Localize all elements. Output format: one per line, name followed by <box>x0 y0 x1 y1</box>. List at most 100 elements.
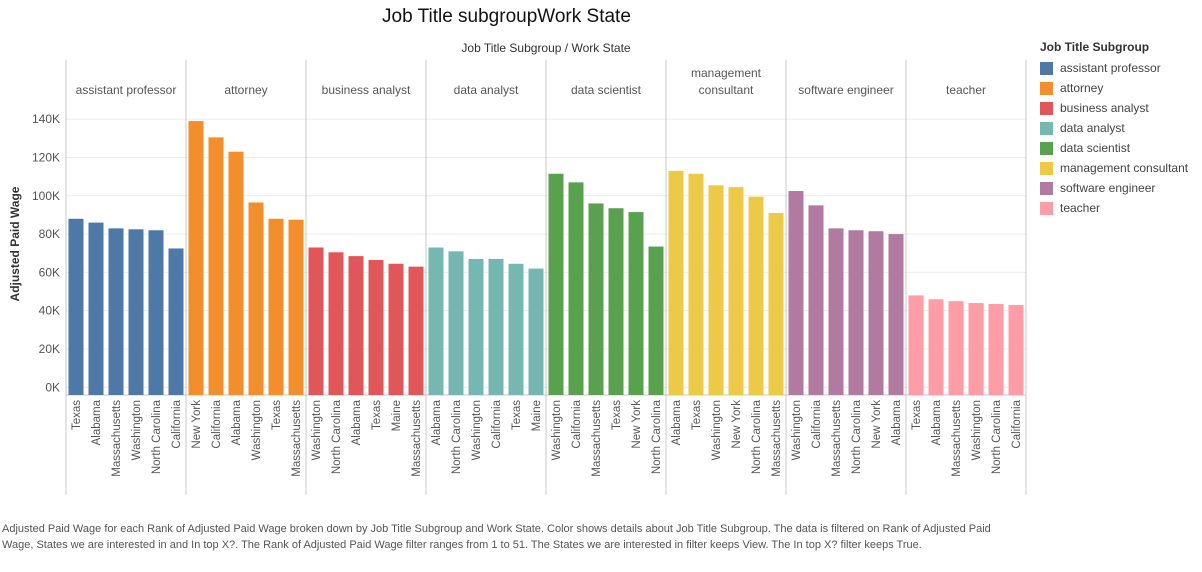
bar[interactable] <box>888 234 904 395</box>
bar[interactable] <box>748 196 764 395</box>
legend-label: business analyst <box>1060 101 1149 115</box>
bar[interactable] <box>928 299 944 395</box>
legend-item[interactable]: attorney <box>1040 78 1202 98</box>
y-tick-label: 60K <box>39 265 60 279</box>
bar[interactable] <box>688 173 704 395</box>
bar[interactable] <box>628 212 644 395</box>
bar[interactable] <box>1008 304 1024 395</box>
bar[interactable] <box>868 231 884 395</box>
bar[interactable] <box>768 213 784 395</box>
bar[interactable] <box>88 222 104 395</box>
bar[interactable] <box>428 247 444 396</box>
legend-swatch <box>1040 141 1053 155</box>
bar[interactable] <box>728 187 744 395</box>
bar[interactable] <box>368 259 384 395</box>
x-tick-label: North Carolina <box>751 399 763 474</box>
bar[interactable] <box>288 219 304 395</box>
chart-caption: Adjusted Paid Wage for each Rank of Adju… <box>2 523 991 551</box>
legend-item[interactable]: data analyst <box>1040 118 1202 138</box>
y-tick-label: 40K <box>39 304 60 318</box>
bar[interactable] <box>788 190 804 395</box>
bar[interactable] <box>608 208 624 395</box>
legend-swatch <box>1040 201 1053 215</box>
panel-header: management consultant <box>691 66 762 97</box>
bar[interactable] <box>208 137 224 396</box>
legend-swatch <box>1040 181 1053 195</box>
legend-swatch <box>1040 101 1053 115</box>
panel-header: assistant professor <box>76 83 177 97</box>
legend-label: data scientist <box>1060 141 1131 155</box>
x-tick-label: North Carolina <box>151 399 163 474</box>
x-tick-label: Texas <box>371 400 383 430</box>
bar[interactable] <box>448 251 464 395</box>
panel-data-analyst: data analyst Alabama North Carolina Washing… <box>425 60 544 495</box>
legend-item[interactable]: software engineer <box>1040 178 1202 198</box>
x-tick-label: Massachusetts <box>411 400 423 477</box>
x-tick-label: Alabama <box>671 399 683 445</box>
bar[interactable] <box>488 258 504 395</box>
legend-item[interactable]: management consultant <box>1040 158 1202 178</box>
legend-title: Job Title Subgroup <box>1040 40 1150 54</box>
legend-item[interactable]: teacher <box>1040 198 1202 218</box>
bar[interactable] <box>68 218 84 395</box>
bar[interactable] <box>568 182 584 395</box>
x-tick-label: Washington <box>251 400 263 460</box>
panel-header: software engineer <box>798 83 893 97</box>
bar[interactable] <box>468 258 484 395</box>
bar[interactable] <box>988 304 1004 395</box>
bar[interactable] <box>548 173 564 395</box>
legend-swatch <box>1040 161 1053 175</box>
legend-item[interactable]: data scientist <box>1040 138 1202 158</box>
bar[interactable] <box>708 185 724 395</box>
x-tick-label: Washington <box>471 400 483 460</box>
bar[interactable] <box>968 303 984 395</box>
bar[interactable] <box>848 230 864 395</box>
x-tick-label: Massachusetts <box>591 400 603 477</box>
bar[interactable] <box>648 246 664 395</box>
bar[interactable] <box>308 247 324 396</box>
x-tick-label: Washington <box>551 400 563 460</box>
x-tick-label: Texas <box>691 400 703 430</box>
legend-swatch <box>1040 61 1053 75</box>
bar[interactable] <box>228 151 244 395</box>
y-tick-label: 20K <box>39 342 60 356</box>
bar[interactable] <box>948 301 964 395</box>
bar[interactable] <box>348 256 364 395</box>
x-tick-label: Massachusetts <box>771 400 783 477</box>
bar[interactable] <box>828 228 844 395</box>
legend-label: assistant professor <box>1060 61 1161 75</box>
x-tick-label: New York <box>191 400 203 449</box>
x-tick-label: California <box>1011 399 1023 448</box>
y-tick-label: 100K <box>32 189 60 203</box>
bar[interactable] <box>908 295 924 395</box>
x-tick-label: Alabama <box>931 399 943 445</box>
bar[interactable] <box>128 229 144 395</box>
bar[interactable] <box>188 121 204 396</box>
panel-header: data analyst <box>454 83 519 97</box>
y-tick-label: 120K <box>32 150 60 164</box>
x-tick-label: Maine <box>391 400 403 431</box>
bar[interactable] <box>328 252 344 395</box>
legend-item[interactable]: business analyst <box>1040 98 1202 118</box>
bar[interactable] <box>108 228 124 395</box>
legend-label: attorney <box>1060 81 1104 95</box>
bar[interactable] <box>808 205 824 395</box>
bar[interactable] <box>168 248 184 395</box>
bar[interactable] <box>248 202 264 395</box>
y-axis: 0K 20K 40K 60K 80K 100K 120K 140K <box>32 112 60 394</box>
x-tick-label: California <box>571 399 583 448</box>
bar[interactable] <box>148 230 164 395</box>
bar[interactable] <box>408 266 424 395</box>
bar[interactable] <box>528 268 544 395</box>
x-tick-label: Alabama <box>431 399 443 445</box>
legend-item[interactable]: assistant professor <box>1040 58 1202 78</box>
bar[interactable] <box>388 263 404 395</box>
bar[interactable] <box>668 170 684 395</box>
x-tick-label: Alabama <box>91 399 103 445</box>
bar[interactable] <box>268 218 284 395</box>
x-tick-label: Texas <box>71 400 83 430</box>
bar[interactable] <box>588 203 604 395</box>
bar[interactable] <box>508 263 524 395</box>
legend: Job Title Subgroup assistant professor at… <box>1040 40 1202 218</box>
x-tick-label: Texas <box>911 400 923 430</box>
